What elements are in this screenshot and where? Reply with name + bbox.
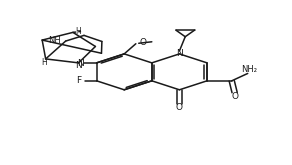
- Text: O: O: [139, 38, 146, 47]
- Text: N: N: [176, 49, 183, 58]
- Text: NH: NH: [48, 36, 60, 45]
- Text: N: N: [75, 61, 82, 70]
- Text: NH₂: NH₂: [241, 65, 257, 74]
- Text: F: F: [77, 76, 82, 85]
- Text: H: H: [75, 27, 81, 36]
- Text: O: O: [231, 92, 238, 101]
- Text: N: N: [78, 59, 84, 68]
- Text: O: O: [176, 103, 183, 112]
- Text: H: H: [41, 58, 47, 67]
